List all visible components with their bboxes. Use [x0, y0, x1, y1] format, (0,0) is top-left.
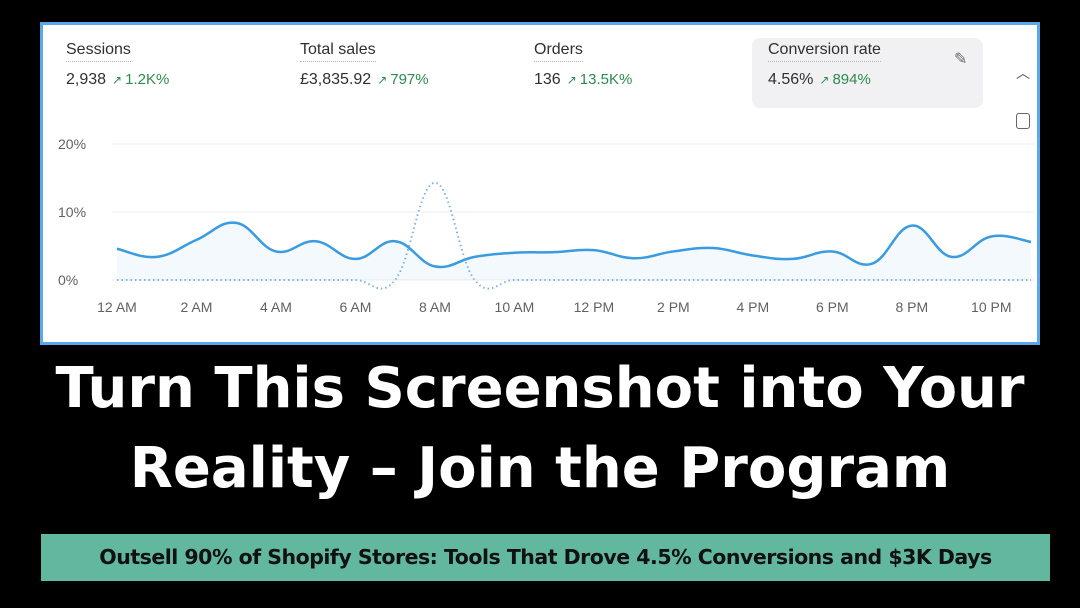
metric-change: 797%	[390, 71, 429, 88]
pencil-icon[interactable]: ✎	[954, 51, 968, 68]
metric-total-sales[interactable]: Total sales £3,835.92 ↗ 797%	[300, 41, 429, 89]
metric-change: 894%	[832, 71, 871, 88]
arrow-up-right-icon: ↗	[377, 73, 388, 87]
x-tick-label: 12 PM	[574, 299, 614, 315]
metric-label: Total sales	[300, 41, 376, 62]
series-line-solid	[116, 221, 1032, 269]
x-tick-label: 2 AM	[181, 299, 213, 315]
chevron-up-icon[interactable]: ︿	[1016, 65, 1030, 81]
series-line-dotted	[117, 181, 1032, 290]
metric-conversion-rate[interactable]: Conversion rate 4.56% ↗ 894%	[768, 41, 881, 89]
x-tick-label: 12 AM	[97, 299, 137, 315]
metric-value: 136	[534, 71, 561, 88]
headline-line-1: Turn This Screenshot into Your	[55, 356, 1025, 421]
y-tick-label: 0%	[58, 272, 78, 288]
x-tick-label: 8 PM	[895, 299, 928, 315]
x-tick-label: 4 AM	[260, 299, 292, 315]
y-tick-label: 20%	[58, 136, 86, 152]
arrow-up-right-icon: ↗	[819, 73, 830, 87]
headline-line-2: Reality – Join the Program	[129, 436, 951, 501]
metric-value: £3,835.92	[300, 71, 372, 88]
arrow-up-right-icon: ↗	[566, 73, 577, 87]
metric-change: 1.2K%	[125, 71, 170, 88]
metric-label: Sessions	[66, 41, 131, 62]
selected-metric-highlight[interactable]	[752, 38, 983, 108]
x-tick-label: 4 PM	[736, 299, 769, 315]
x-tick-label: 8 AM	[419, 299, 451, 315]
metric-orders[interactable]: Orders 136 ↗ 13.5K%	[534, 41, 632, 89]
metric-sessions[interactable]: Sessions 2,938 ↗ 1.2K%	[66, 41, 169, 89]
arrow-up-right-icon: ↗	[112, 73, 123, 87]
metric-value: 4.56%	[768, 71, 814, 88]
x-tick-label: 10 AM	[495, 299, 535, 315]
x-tick-label: 6 PM	[816, 299, 849, 315]
metric-change: 13.5K%	[579, 71, 633, 88]
metric-value: 2,938	[66, 71, 107, 88]
metric-label: Orders	[534, 41, 583, 62]
analytics-card: Sessions 2,938 ↗ 1.2K% Total sales £3,835.…	[40, 22, 1040, 345]
report-search-icon[interactable]	[1016, 113, 1030, 129]
y-tick-label: 10%	[58, 204, 86, 220]
x-tick-label: 10 PM	[971, 299, 1011, 315]
conversion-chart: 0% 10% 20% 12 AM 2 AM 4 AM 6 AM 8 AM 10 AM 12 PM 2…	[58, 136, 1034, 315]
metric-label: Conversion rate	[768, 41, 881, 62]
x-tick-label: 6 AM	[339, 299, 371, 315]
x-tick-label: 2 PM	[657, 299, 690, 315]
promo-banner: Outsell 90% of Shopify Stores: Tools Tha…	[41, 534, 1050, 581]
